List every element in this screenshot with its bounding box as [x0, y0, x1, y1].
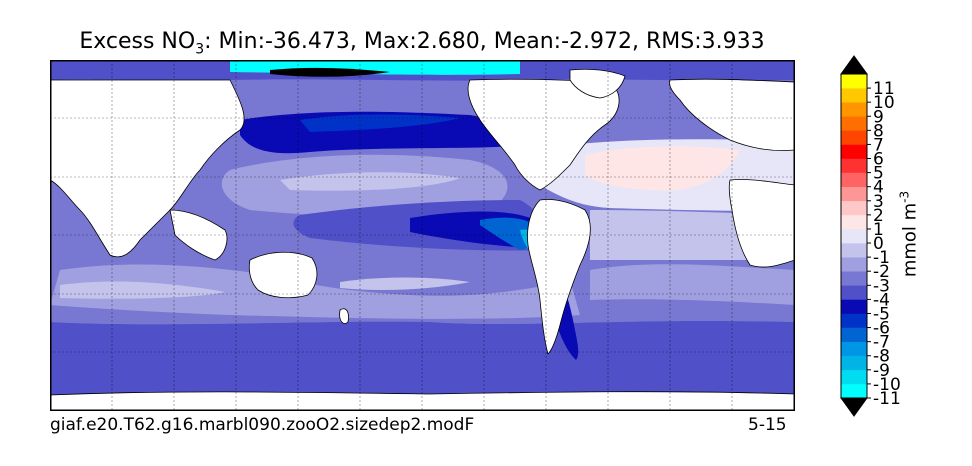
title-prefix: Excess NO: [79, 29, 196, 54]
south-indian-light-zone: [60, 281, 225, 299]
colorbar-segment: [841, 383, 867, 399]
colorbar-tick-label: 4: [873, 178, 884, 198]
south-pacific-light-zone: [340, 277, 470, 290]
colorbar-tick-label: 1: [873, 220, 884, 240]
antarctica: [50, 391, 795, 411]
colorbar-tick-label: -1: [873, 248, 890, 268]
colorbar-segment: [841, 341, 867, 357]
case-name: giaf.e20.T62.g16.marbl090.zooO2.sizedep2…: [50, 415, 475, 435]
south-atlantic-light-zone: [590, 264, 795, 305]
colorbar-tick-label: -4: [873, 290, 890, 310]
colorbar-segment: [841, 285, 867, 300]
colorbar-segment: [841, 74, 867, 89]
gridlines: [50, 60, 795, 411]
map-svg: [50, 60, 795, 411]
colorbar-segment: [841, 214, 867, 230]
colorbar-segment: [841, 299, 867, 314]
australia: [248, 251, 318, 299]
colorbar-segment: [841, 313, 867, 328]
colorbar-segment: [841, 243, 867, 258]
europe: [669, 78, 795, 151]
colorbar-tick-label: -2: [873, 262, 890, 282]
colorbar-segment: [841, 102, 867, 117]
colorbar-tick-label: 2: [873, 206, 884, 226]
colorbar-tick-label: 8: [873, 121, 884, 141]
colorbar-label-text: mmol m: [899, 202, 921, 278]
colorbar-segment: [841, 158, 867, 173]
colorbar-segment: [841, 327, 867, 342]
title-stats: : Min:-36.473, Max:2.680, Mean:-2.972, R…: [204, 29, 765, 54]
colorbar-tick-label: 6: [873, 150, 884, 170]
colorbar-tick-label: -3: [873, 276, 890, 296]
new-zealand: [339, 308, 349, 324]
south-subtropical-zone: [50, 264, 580, 319]
greenland: [569, 68, 626, 99]
colorbar-segment: [841, 257, 867, 272]
colorbar-tick-label: -5: [873, 304, 890, 324]
colorbar-segment: [841, 271, 867, 286]
colorbar-extend-high: [840, 55, 868, 75]
colorbar-label-exponent: -3: [897, 190, 912, 203]
plot-title: Excess NO3: Min:-36.473, Max:2.680, Mean…: [0, 28, 844, 56]
depth-range: 5-15: [748, 415, 787, 435]
colorbar-segment: [841, 88, 867, 103]
landmasses: [50, 68, 795, 411]
colorbar-segment: [841, 369, 867, 385]
colorbar-segment: [841, 186, 867, 202]
colorbar-segment: [841, 144, 867, 159]
colorbar-frame: [840, 73, 868, 399]
colorbar-segment: [841, 116, 867, 131]
ocean-map: [50, 60, 795, 411]
colorbar-segment: [841, 172, 867, 187]
colorbar-label: mmol m-3: [898, 191, 921, 277]
arctic-dark: [270, 67, 390, 77]
colorbar-segment: [841, 130, 867, 145]
north-pacific-subpolar-core: [300, 114, 460, 132]
north-atlantic-positive: [585, 146, 740, 191]
colorbar-segment: [841, 200, 867, 216]
colorbar-tick-label: 11: [873, 79, 895, 99]
colorbar-tick-label: 7: [873, 135, 884, 155]
colorbar-tick-label: -10: [873, 375, 901, 395]
eurasia-africa-west: [50, 79, 245, 258]
colorbar-tick-label: -8: [873, 347, 890, 367]
colorbar-tick-label: 10: [873, 93, 895, 113]
colorbar-segment: [841, 355, 867, 371]
south-america: [527, 199, 591, 355]
africa-east: [728, 179, 795, 268]
colorbar-tick-label: 3: [873, 192, 884, 212]
colorbar-extend-low: [840, 397, 868, 417]
colorbar-tick-label: -6: [873, 319, 890, 339]
colorbar-segment: [841, 228, 867, 244]
colorbar-tick-label: -9: [873, 361, 890, 381]
colorbar-tick-label: 9: [873, 107, 884, 127]
map-border: [50, 60, 795, 411]
colorbar-tick-label: 5: [873, 164, 884, 184]
colorbar-tick-label: 0: [873, 234, 884, 254]
title-subscript: 3: [195, 41, 205, 58]
colorbar: -11 -10 -9 -8 -7 -6 -5 -4 -3 -2 -1 0 1 2 3 4 5 6 7 8 9 10 11: [838, 54, 901, 418]
colorbar-tick-label: -11: [873, 389, 901, 409]
colorbar-tick-label: -7: [873, 333, 890, 353]
